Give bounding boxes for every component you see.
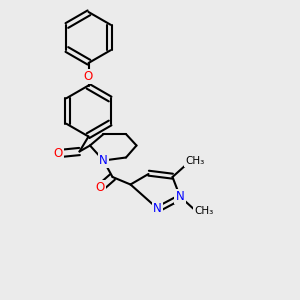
Text: N: N [176,190,184,203]
Text: O: O [84,70,93,83]
Text: N: N [153,202,162,215]
Text: N: N [99,154,108,167]
Text: CH₃: CH₃ [194,206,214,217]
Text: O: O [54,147,63,160]
Text: O: O [96,181,105,194]
Text: CH₃: CH₃ [185,155,205,166]
